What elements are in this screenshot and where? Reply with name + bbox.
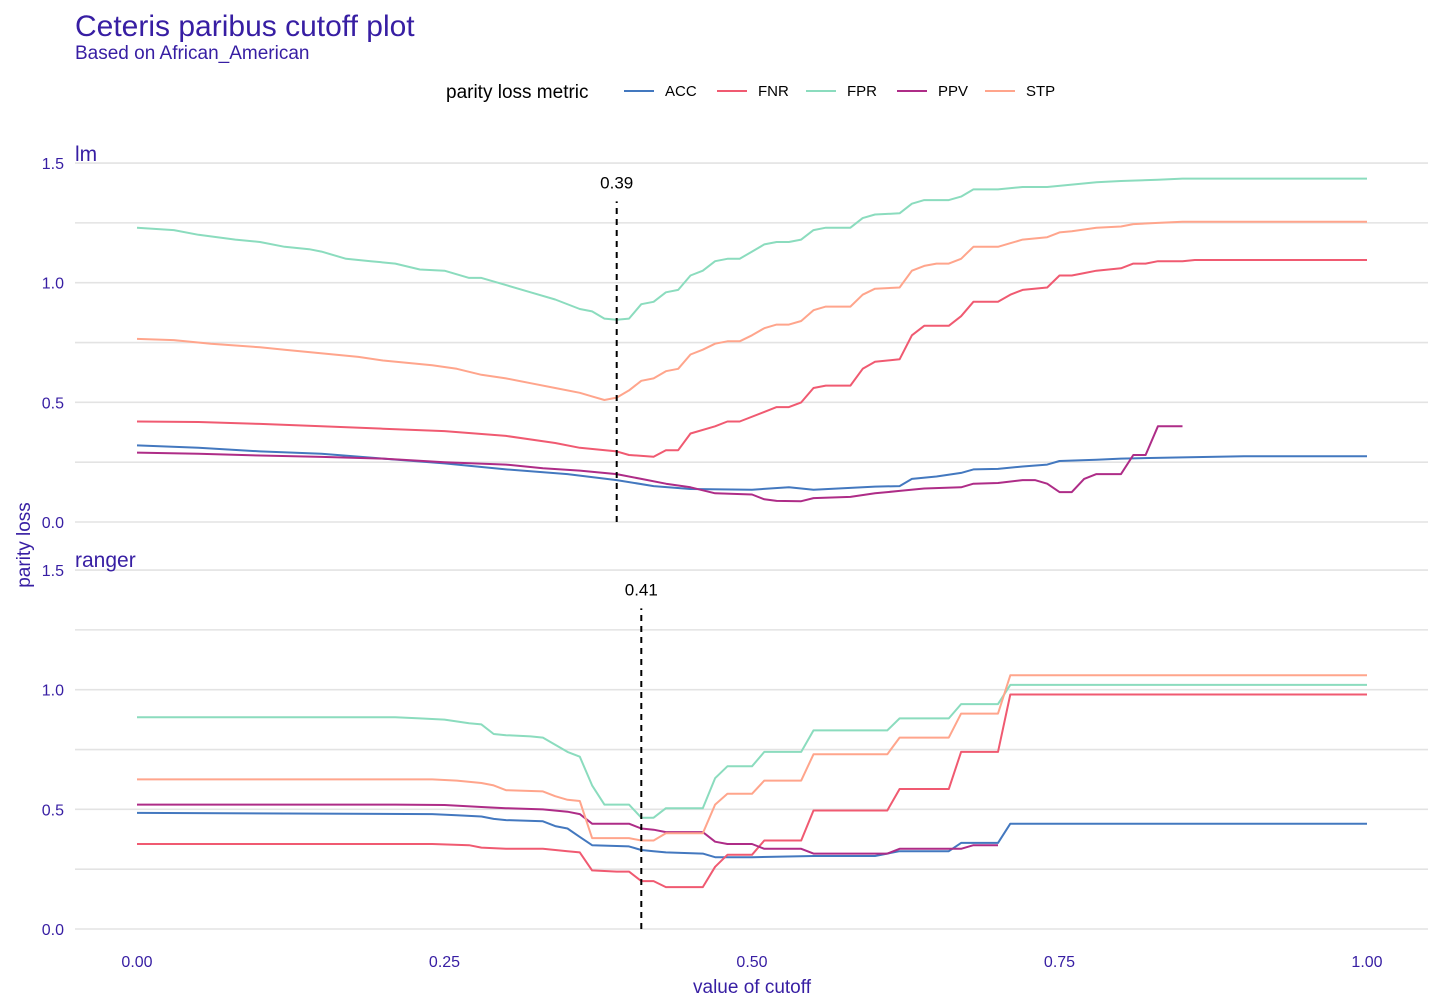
- y-tick-label: 0.0: [42, 515, 64, 532]
- legend-label: STP: [1026, 83, 1055, 100]
- x-tick-label: 0.25: [429, 954, 460, 971]
- legend-item-stp: STP: [985, 83, 1055, 100]
- x-tick-label: 1.00: [1351, 954, 1382, 971]
- x-tick-label: 0.75: [1044, 954, 1075, 971]
- legend-item-ppv: PPV: [897, 83, 968, 100]
- series-line-fpr: [137, 685, 1367, 818]
- legend-label: FNR: [758, 83, 789, 100]
- series-line-acc: [137, 813, 1367, 857]
- series-line-acc: [137, 445, 1367, 489]
- cutoff-label: 0.41: [625, 580, 658, 599]
- y-tick-label: 1.5: [42, 563, 64, 580]
- series-line-fnr: [137, 695, 1367, 888]
- panel-lm: 0.0 0.5 1.0 1.5 lm 0.39: [42, 143, 1428, 532]
- y-tick-label: 0.5: [42, 395, 64, 412]
- x-tick-label: 0.00: [121, 954, 152, 971]
- legend: parity loss metric ACC FNR FPR PPV STP: [446, 82, 1055, 103]
- series-line-ppv: [137, 426, 1183, 501]
- cutoff-label: 0.39: [600, 173, 633, 192]
- y-tick-label: 0.5: [42, 802, 64, 819]
- legend-item-fpr: FPR: [806, 83, 877, 100]
- legend-item-acc: ACC: [624, 83, 697, 100]
- series-line-stp: [137, 675, 1367, 840]
- chart-title: Ceteris paribus cutoff plot: [75, 10, 415, 43]
- x-tick-label: 0.50: [736, 954, 767, 971]
- legend-item-fnr: FNR: [717, 83, 789, 100]
- panel-ranger: 0.0 0.5 1.0 1.5 ranger 0.41: [42, 549, 1428, 939]
- panel-label: lm: [75, 143, 97, 166]
- y-tick-label: 1.0: [42, 683, 64, 700]
- series-line-stp: [137, 222, 1367, 400]
- y-tick-label: 1.5: [42, 156, 64, 173]
- panel-label: ranger: [75, 549, 136, 572]
- legend-label: ACC: [665, 83, 697, 100]
- y-axis-title: parity loss: [14, 502, 35, 588]
- legend-label: FPR: [847, 83, 877, 100]
- x-axis-title: value of cutoff: [693, 977, 812, 998]
- series-line-fpr: [137, 179, 1367, 320]
- x-axis-ticks: 0.00 0.25 0.50 0.75 1.00: [121, 954, 1382, 971]
- legend-title: parity loss metric: [446, 82, 589, 103]
- y-tick-label: 0.0: [42, 922, 64, 939]
- y-tick-label: 1.0: [42, 276, 64, 293]
- legend-label: PPV: [938, 83, 968, 100]
- chart-subtitle: Based on African_American: [75, 43, 309, 64]
